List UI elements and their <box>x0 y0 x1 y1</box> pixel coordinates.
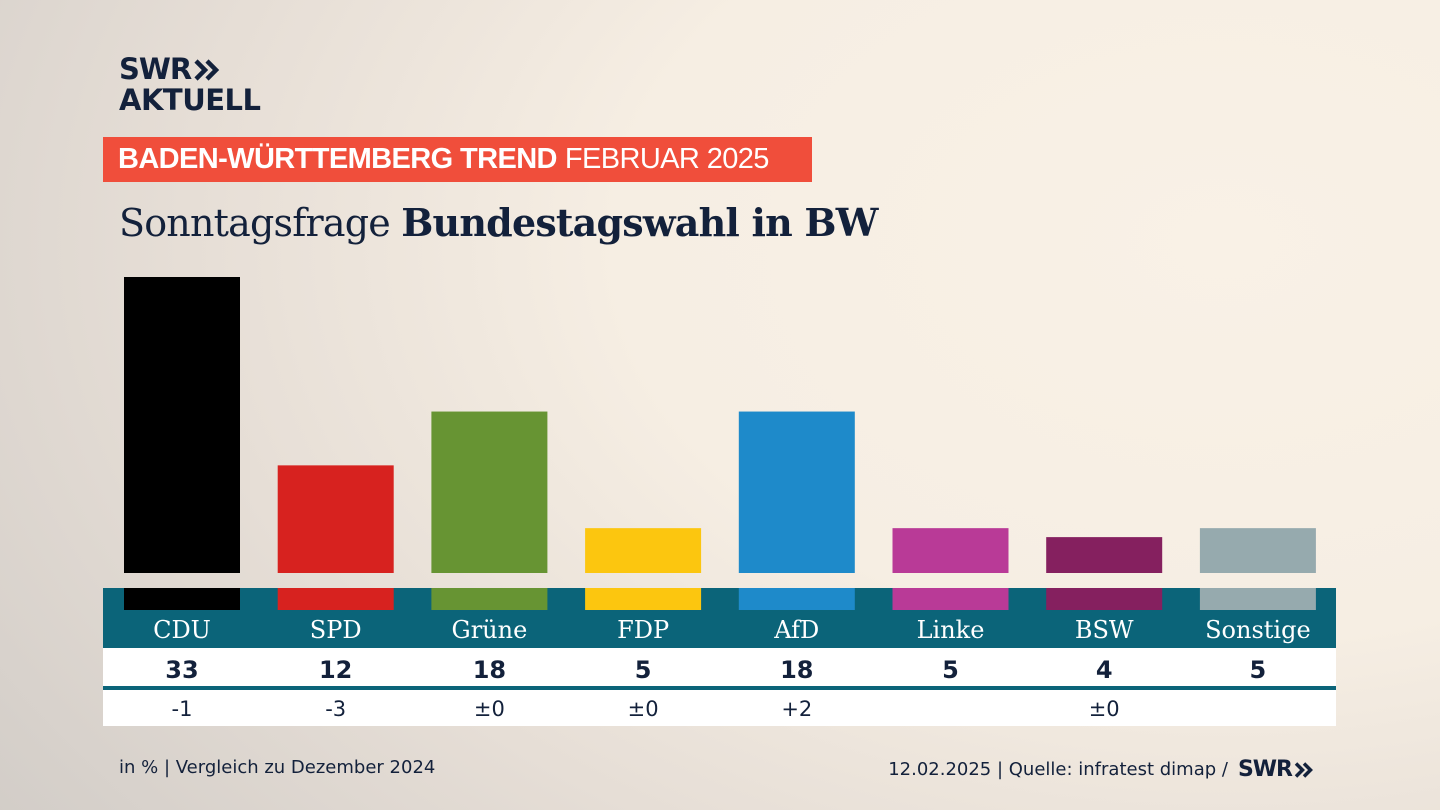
bar-stripe-cdu <box>124 588 240 610</box>
footer-swr-text: SWR <box>1237 757 1293 782</box>
change-label: ±0 <box>474 697 505 721</box>
change-label: -3 <box>325 697 346 721</box>
trend-banner: BADEN-WÜRTTEMBERG TREND FEBRUAR 2025 <box>103 137 812 182</box>
value-label: 18 <box>473 656 506 684</box>
bar-afd <box>738 411 855 573</box>
value-label: 12 <box>319 656 352 684</box>
bar-stripe-fdp <box>585 588 702 610</box>
swr-aktuell-logo: SWR AKTUELL <box>119 54 261 116</box>
bar-stripe-spd <box>277 588 394 610</box>
banner-date: FEBRUAR 2025 <box>564 143 770 175</box>
bar-stripe-linke <box>892 588 1009 610</box>
change-label: +2 <box>781 697 812 721</box>
value-label: 5 <box>942 656 959 684</box>
value-label: 18 <box>780 656 813 684</box>
bar-bsw <box>1046 537 1163 573</box>
bar-sonstige <box>1199 528 1316 573</box>
value-label: 5 <box>635 656 652 684</box>
double-chevron-right-icon <box>194 58 220 81</box>
change-label: -1 <box>172 697 193 721</box>
bar-grüne <box>431 411 548 573</box>
value-label: 33 <box>165 656 198 684</box>
footer-source: 12.02.2025 | Quelle: infratest dimap / S… <box>888 757 1314 782</box>
category-label: Sonstige <box>1205 616 1311 644</box>
category-label: Grüne <box>452 616 528 644</box>
category-label: BSW <box>1075 616 1134 644</box>
bar-spd <box>277 465 394 573</box>
changes-row <box>103 690 1336 726</box>
bar-linke <box>892 528 1009 573</box>
change-label: ±0 <box>1089 697 1120 721</box>
bar-stripe-sonstige <box>1199 588 1316 610</box>
category-label: AfD <box>773 616 819 644</box>
category-label: CDU <box>153 616 211 644</box>
category-label: Linke <box>917 616 985 644</box>
chart-title-regular: Sonntagsfrage <box>119 201 391 245</box>
bar-cdu <box>124 277 240 573</box>
logo-aktuell-text: AKTUELL <box>119 83 261 117</box>
change-label: ±0 <box>628 697 659 721</box>
footer-note: in % | Vergleich zu Dezember 2024 <box>119 757 436 778</box>
logo-swr-text: SWR <box>119 52 192 86</box>
value-label: 4 <box>1096 656 1113 684</box>
banner-title: BADEN-WÜRTTEMBERG TREND <box>118 143 557 175</box>
value-label: 5 <box>1250 656 1267 684</box>
category-label: SPD <box>310 616 362 644</box>
footer-swr-logo: SWR <box>1238 757 1314 782</box>
bar-fdp <box>585 528 702 573</box>
bar-stripe-bsw <box>1046 588 1163 610</box>
row-divider <box>103 686 1336 690</box>
chart-title-bold: Bundestagswahl in BW <box>401 200 878 245</box>
double-chevron-right-icon <box>1294 761 1314 778</box>
bar-stripe-grüne <box>431 588 548 610</box>
values-row <box>103 648 1336 686</box>
chart-title: Sonntagsfrage Bundestagswahl in BW <box>119 200 878 245</box>
footer-source-text: 12.02.2025 | Quelle: infratest dimap / <box>888 759 1228 780</box>
bar-stripe-afd <box>738 588 855 610</box>
category-label: FDP <box>617 616 669 644</box>
